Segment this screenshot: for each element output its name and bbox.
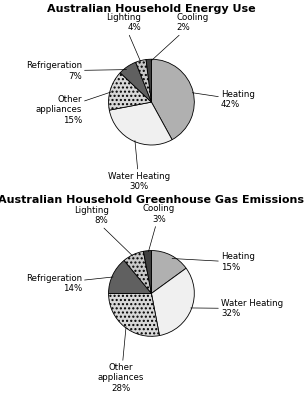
Wedge shape bbox=[143, 250, 151, 294]
Text: Cooling
2%: Cooling 2% bbox=[151, 13, 209, 61]
Wedge shape bbox=[136, 60, 151, 102]
Wedge shape bbox=[151, 250, 186, 294]
Text: Other
appliances
15%: Other appliances 15% bbox=[36, 92, 111, 124]
Title: Australian Household Energy Use: Australian Household Energy Use bbox=[47, 4, 256, 14]
Text: Lighting
8%: Lighting 8% bbox=[74, 206, 133, 256]
Wedge shape bbox=[109, 73, 151, 110]
Wedge shape bbox=[151, 268, 194, 336]
Text: Lighting
4%: Lighting 4% bbox=[106, 13, 141, 62]
Wedge shape bbox=[120, 62, 151, 102]
Text: Water Heating
32%: Water Heating 32% bbox=[191, 299, 283, 318]
Text: Other
appliances
28%: Other appliances 28% bbox=[98, 326, 144, 393]
Title: Australian Household Greenhouse Gas Emissions: Australian Household Greenhouse Gas Emis… bbox=[0, 196, 304, 206]
Text: Water Heating
30%: Water Heating 30% bbox=[108, 140, 170, 191]
Text: Heating
42%: Heating 42% bbox=[192, 90, 255, 109]
Wedge shape bbox=[124, 251, 151, 294]
Text: Refrigeration
14%: Refrigeration 14% bbox=[26, 274, 113, 293]
Wedge shape bbox=[151, 59, 194, 140]
Wedge shape bbox=[146, 59, 151, 102]
Wedge shape bbox=[109, 294, 160, 336]
Text: Refrigeration
7%: Refrigeration 7% bbox=[26, 61, 126, 80]
Wedge shape bbox=[109, 102, 172, 145]
Text: Heating
15%: Heating 15% bbox=[172, 252, 255, 272]
Text: Cooling
3%: Cooling 3% bbox=[143, 204, 175, 252]
Wedge shape bbox=[109, 260, 151, 294]
